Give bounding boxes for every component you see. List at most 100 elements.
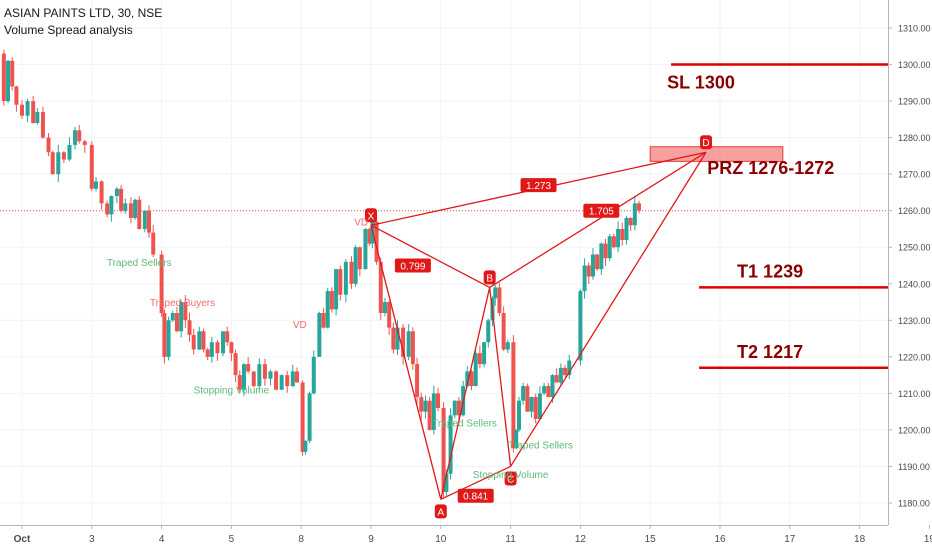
candle-body [67,144,72,160]
candle-body [262,364,267,379]
candle-body [187,320,192,335]
candle-body [233,353,238,376]
candle-body [229,342,234,354]
candle-body [40,112,45,138]
candle-body [246,364,251,372]
candle-body [473,353,478,387]
candle-body [624,218,629,240]
price-axis-bg [888,0,932,550]
candle-body [311,356,316,394]
candle-body [166,320,171,357]
level-label: T1 1239 [737,261,803,281]
candle-body [10,60,15,87]
price-tick-label: 1250.00 [898,243,931,253]
candle-body [501,313,506,350]
candle-body [382,302,387,313]
candle-body [357,247,362,270]
ratio-label: 1.273 [526,181,551,192]
chart-annotation: Traped Sellers [432,419,497,430]
candle-body [174,313,179,332]
price-tick-label: 1210.00 [898,389,931,399]
candle-body [321,313,326,328]
candle-body [123,203,128,211]
time-tick-label: 19 [924,534,932,545]
candle-body [410,331,415,365]
candle-body [620,228,625,240]
candle-body [147,210,152,233]
level-label: T2 1217 [737,342,803,362]
chart-annotation: VD [354,218,368,229]
time-tick-label: 17 [784,534,796,545]
candle-body [151,232,156,255]
candle-body [590,254,595,277]
candle-body [56,152,61,175]
candle-body [586,265,591,277]
ratio-label: 0.799 [400,262,425,273]
candle-body [444,473,449,493]
pattern-leg [440,287,491,500]
candle-body [251,371,256,387]
candle-body [317,313,322,357]
candle-body [303,440,308,452]
candle-body [46,137,51,153]
price-tick-label: 1300.00 [898,60,931,70]
candle-body [537,393,542,419]
candle-body [197,331,202,350]
candle-body [209,342,214,357]
pattern-point-label: D [702,138,709,149]
candle-body [205,349,210,357]
ratio-box [583,203,620,218]
candle-body [427,400,432,430]
pattern-leg [440,465,511,500]
price-tick-label: 1240.00 [898,279,931,289]
candle-body [73,130,78,145]
time-tick-label: 3 [89,534,95,545]
price-tick-label: 1190.00 [898,462,930,472]
candle-body [616,228,621,248]
candle-body [183,302,188,321]
candle-body [119,188,124,211]
candle-body [93,181,98,189]
candle-body [128,203,133,218]
candle-body [567,360,572,376]
chart-annotation: Stopping Volume [473,470,549,481]
candle-body [533,397,538,419]
candle-body [550,375,555,398]
ratio-box [520,178,557,193]
candle-body [215,342,220,354]
candle-body [465,371,470,387]
candle-body [20,104,24,116]
harmonic-pattern: X A B C D 0.799 0.841 1.273 1.705 [365,135,713,519]
candle-body [285,375,290,387]
pattern-point-label: X [368,211,375,222]
time-tick-label: 15 [645,534,657,545]
candle-body [482,342,487,365]
candle-body [334,269,339,310]
candle-body [363,228,368,270]
candle-body [6,60,11,102]
candle-body [241,364,246,390]
candle-body [201,331,206,350]
candle-body [431,393,436,430]
time-tick-label: 16 [714,534,726,545]
candle-body [603,243,608,259]
prz-label: PRZ 1276-1272 [707,158,834,178]
price-tick-label: 1260.00 [898,206,931,216]
candle-body [637,203,642,211]
candle-body [401,327,406,357]
candle-body [89,144,94,189]
chart-annotation: Traped Sellers [508,441,573,452]
candle-body [142,210,147,229]
candle-body [274,371,279,390]
chart-annotation: VD [293,320,307,331]
candle-body [77,130,82,142]
candle-body [419,397,424,412]
candle-body [290,371,295,387]
candle-body [423,400,428,412]
indicator-title: Volume Spread analysis [4,23,133,37]
candle-body [456,400,461,416]
candle-body [82,141,87,145]
price-tick-label: 1310.00 [898,24,931,34]
